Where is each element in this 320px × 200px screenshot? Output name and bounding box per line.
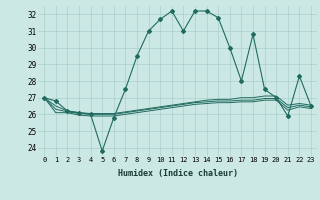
X-axis label: Humidex (Indice chaleur): Humidex (Indice chaleur): [118, 169, 238, 178]
